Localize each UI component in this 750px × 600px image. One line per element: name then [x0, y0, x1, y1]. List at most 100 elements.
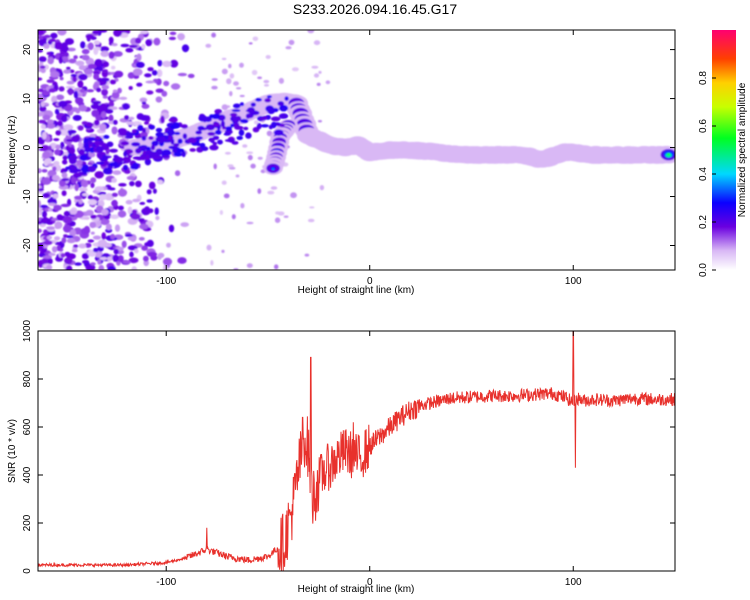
- spectrogram-noise-cell: [69, 229, 77, 237]
- colorbar: 0.0 0.2 0.4 0.6 0.8 Normalized spectral ampl…: [698, 30, 748, 277]
- spectrogram-noise-cell: [267, 190, 275, 195]
- spectrogram-x-tick-label: 0: [367, 276, 373, 287]
- spectrogram-noise-cell: [47, 56, 54, 65]
- spectrogram-signal-cell: [94, 136, 102, 140]
- spectrogram-noise-cell: [120, 43, 130, 48]
- spectrogram-noise-cell: [51, 95, 58, 104]
- spectrogram-noise-cell: [81, 48, 90, 55]
- spectrogram-noise-cell: [72, 114, 82, 121]
- spectrogram-noise-cell: [277, 211, 285, 216]
- spectrogram-signal-cell: [256, 122, 262, 130]
- spectrogram-noise-cell: [42, 240, 53, 246]
- spectrogram-signal-cell: [261, 115, 268, 120]
- spectrogram-signal-cell: [230, 123, 235, 128]
- spectrogram-noise-cell: [148, 181, 156, 190]
- spectrogram-noise-cell: [94, 186, 105, 192]
- spectrogram-noise-cell: [118, 183, 127, 187]
- spectrogram-y-axis-label: Frequency (Hz): [7, 116, 18, 185]
- spectrogram-signal-cell: [187, 137, 197, 144]
- spectrogram-noise-cell: [146, 239, 154, 247]
- spectrogram-noise-cell: [155, 215, 160, 221]
- spectrogram-noise-cell: [87, 239, 95, 243]
- spectrogram-signal-cell: [103, 134, 110, 139]
- spectrogram-noise-cell: [101, 88, 108, 96]
- spectrogram-noise-cell: [48, 38, 56, 43]
- spectrogram-signal-cell: [162, 155, 170, 159]
- spectrogram-noise-cell: [117, 210, 127, 218]
- spectrogram-signal-cell: [103, 160, 109, 166]
- spectrogram-noise-cell: [265, 55, 271, 59]
- spectrogram-noise-cell: [221, 249, 225, 253]
- spectrogram-noise-cell: [229, 73, 235, 79]
- spectrogram-signal-cell: [260, 124, 269, 128]
- spectrogram-noise-cell: [135, 180, 142, 188]
- spectrogram-signal-cell: [61, 159, 68, 165]
- spectrogram-noise-cell: [288, 39, 295, 46]
- spectrogram-ridge-cell: [667, 153, 671, 156]
- spectrogram-noise-cell: [58, 100, 68, 108]
- spectrogram-x-tick-label: 100: [565, 276, 582, 287]
- spectrogram-signal-cell: [97, 153, 103, 159]
- spectrogram-noise-cell: [90, 231, 95, 235]
- spectrogram-noise-cell: [101, 232, 106, 240]
- spectrogram-noise-cell: [78, 73, 88, 81]
- spectrogram-noise-cell: [70, 74, 78, 77]
- spectrogram-signal-cell: [195, 130, 203, 135]
- spectrogram-noise-cell: [38, 200, 41, 208]
- spectrogram-noise-cell: [92, 30, 101, 35]
- spectrogram-noise-cell: [40, 101, 45, 107]
- spectrogram-noise-cell: [100, 217, 110, 226]
- spectrogram-noise-cell: [228, 166, 236, 170]
- snr-frame: [37, 330, 676, 572]
- spectrogram-noise-cell: [61, 172, 68, 179]
- spectrogram-noise-cell: [226, 78, 232, 85]
- spectrogram-noise-cell: [223, 193, 230, 199]
- spectrogram-noise-cell: [124, 169, 131, 174]
- spectrogram-noise-cell: [108, 36, 114, 44]
- spectrogram-signal-cell: [214, 129, 222, 135]
- spectrogram-noise-cell: [98, 264, 105, 270]
- spectrogram-noise-cell: [77, 125, 84, 131]
- spectrogram-signal-cell: [273, 129, 284, 136]
- spectrogram-noise-cell: [109, 79, 117, 85]
- spectrogram-noise-cell: [46, 79, 55, 83]
- spectrogram-signal-cell: [135, 147, 142, 154]
- spectrogram-noise-cell: [85, 264, 96, 270]
- spectrogram-noise-cell: [134, 248, 139, 254]
- spectrogram-signal-cell: [201, 146, 209, 151]
- spectrogram-noise-cell: [83, 225, 90, 234]
- spectrogram-noise-cell: [101, 69, 107, 73]
- spectrogram-noise-cell: [42, 114, 51, 121]
- spectrogram-noise-cell: [89, 221, 97, 229]
- spectrogram-signal-cell: [69, 157, 77, 165]
- spectrogram-noise-cell: [38, 77, 43, 81]
- spectrogram-noise-cell: [128, 116, 135, 120]
- snr-x-axis-label: Height of straight line (km): [298, 584, 415, 595]
- spectrogram-noise-cell: [145, 39, 153, 47]
- spectrogram-noise-cell: [67, 129, 77, 134]
- spectrogram-noise-cell: [144, 73, 152, 78]
- spectrogram-noise-cell: [87, 195, 93, 200]
- spectrogram-noise-cell: [41, 210, 48, 218]
- spectrogram-noise-cell: [61, 42, 68, 48]
- colorbar-tick-label: 0.4: [698, 167, 709, 181]
- spectrogram-signal-cell: [189, 148, 196, 152]
- spectrogram-noise-cell: [65, 235, 74, 239]
- spectrogram-noise-cell: [177, 257, 187, 264]
- spectrogram-noise-cell: [108, 100, 114, 108]
- spectrogram-noise-cell: [73, 55, 78, 60]
- spectrogram-noise-cell: [52, 193, 59, 199]
- spectrogram-noise-cell: [307, 30, 315, 34]
- spectrogram-noise-cell: [90, 214, 97, 219]
- spectrogram-signal-cell: [114, 157, 124, 163]
- spectrogram-noise-cell: [99, 123, 107, 132]
- spectrogram-noise-cell: [71, 175, 77, 184]
- spectrogram-noise-cell: [38, 144, 42, 150]
- spectrogram-noise-cell: [316, 82, 321, 86]
- spectrogram-noise-cell: [117, 87, 122, 94]
- spectrogram-signal-cell: [74, 172, 83, 178]
- spectrogram-noise-cell: [113, 51, 123, 57]
- spectrogram-signal-cell: [246, 107, 256, 114]
- spectrogram-signal-cell: [69, 165, 78, 171]
